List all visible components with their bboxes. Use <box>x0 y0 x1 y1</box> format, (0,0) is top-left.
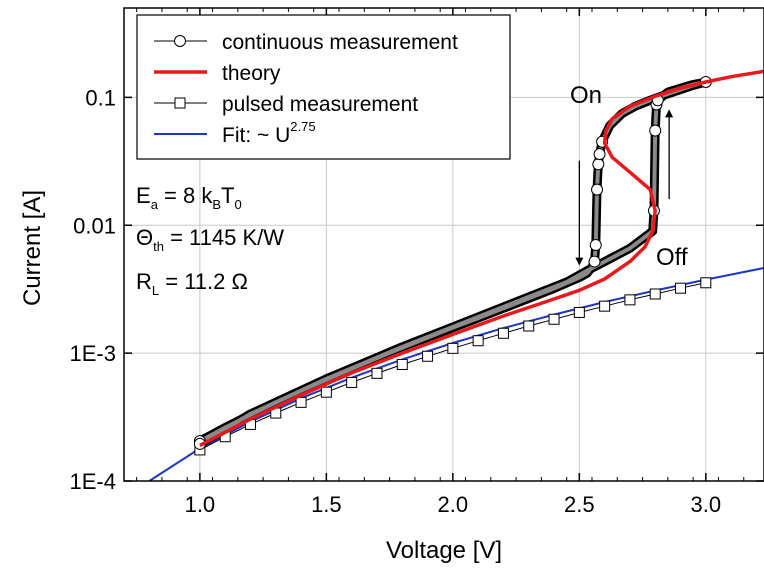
param-rl: RL = 11.2 Ω <box>136 269 248 298</box>
legend-entry-continuous: continuous measurement <box>154 31 458 54</box>
legend-label-continuous: continuous measurement <box>222 31 458 54</box>
pulsed-point <box>573 306 585 318</box>
pulsed-point <box>599 300 611 312</box>
pulsed-point <box>497 327 509 339</box>
x-tick-label-1: 1.5 <box>311 492 342 517</box>
fit-line <box>148 267 764 481</box>
continuous-point <box>588 255 601 268</box>
continuous-point <box>649 124 662 137</box>
legend-circle-marker <box>174 35 186 47</box>
legend-square-marker <box>174 97 186 109</box>
pulsed-point <box>624 294 636 306</box>
x-tick-label-4: 3.0 <box>691 492 722 517</box>
y-tick-label-0: 1E-4 <box>70 469 116 494</box>
x-tick-label-2: 2.0 <box>438 492 469 517</box>
continuous-point <box>589 239 602 252</box>
annotation-on: On <box>570 82 602 109</box>
pulsed-point <box>548 313 560 325</box>
pulsed-point <box>447 342 459 354</box>
y-tick-label-1: 1E-3 <box>70 341 116 366</box>
fit-exponent: 2.75 <box>290 119 315 134</box>
continuous-line <box>198 80 708 446</box>
y-tick-label-2: 0.01 <box>73 213 116 238</box>
pulsed-point <box>396 358 408 370</box>
pulsed-point <box>649 288 661 300</box>
legend-label-theory: theory <box>222 62 281 85</box>
series-pulsed <box>194 277 712 456</box>
x-tick-label-3: 2.5 <box>564 492 595 517</box>
continuous-point <box>593 148 606 161</box>
legend-label-fit: Fit: ~ U2.75 <box>222 119 316 147</box>
annotation-off: Off <box>656 244 688 271</box>
continuous-point <box>591 183 604 196</box>
pulsed-point <box>346 376 358 388</box>
pulsed-point <box>320 386 332 398</box>
legend-entry-fit: Fit: ~ U2.75 <box>154 119 316 147</box>
pulsed-point <box>675 282 687 294</box>
plot-frame <box>123 7 764 482</box>
x-axis-label: Voltage [V] <box>386 537 502 564</box>
legend-entry-theory: theory <box>154 62 281 85</box>
param-theta: Θth = 1145 K/W <box>136 225 284 254</box>
y-tick-label-3: 0.1 <box>85 85 116 110</box>
param-ea: Ea = 8 kBT0 <box>136 183 242 212</box>
series-continuous <box>193 75 712 450</box>
pulsed-point <box>295 396 307 408</box>
legend-entry-pulsed: pulsed measurement <box>154 93 418 116</box>
y-axis-label: Current [A] <box>19 190 46 306</box>
series-theory <box>199 69 764 447</box>
pulsed-point <box>371 367 383 379</box>
theory-line <box>199 69 764 447</box>
legend: continuous measurement theory pulsed mea… <box>136 14 511 160</box>
pulsed-point <box>523 320 535 332</box>
pulsed-point <box>422 350 434 362</box>
continuous-point <box>592 158 605 171</box>
series-fit <box>148 267 764 481</box>
legend-label-pulsed: pulsed measurement <box>222 93 418 116</box>
x-tick-label-0: 1.0 <box>185 492 216 517</box>
pulsed-point <box>700 277 712 289</box>
pulsed-point <box>472 335 484 347</box>
